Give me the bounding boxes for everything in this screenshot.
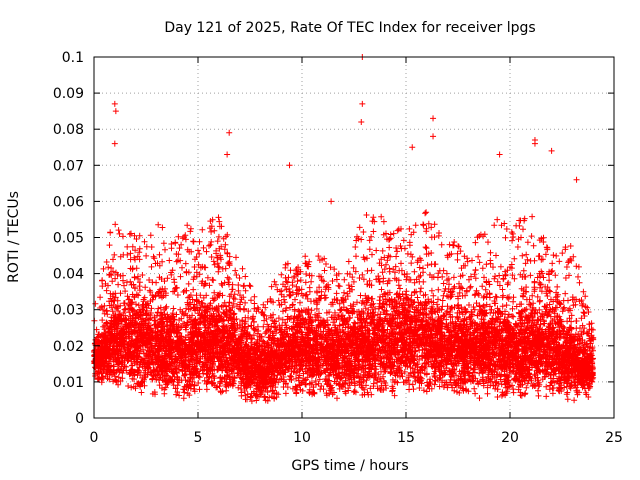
peak-point — [358, 118, 365, 125]
y-tick-label: 0.01 — [53, 375, 84, 391]
y-axis-label: ROTI / TECUs — [6, 191, 22, 283]
peak-point — [496, 151, 503, 158]
y-tick-label: 0 — [75, 411, 84, 427]
x-tick-label: 10 — [293, 430, 311, 446]
peak-point — [328, 198, 335, 205]
peak-point — [531, 140, 538, 147]
peak-point — [359, 100, 366, 107]
y-tick-label: 0.03 — [53, 303, 84, 319]
y-tick-label: 0.1 — [62, 50, 84, 66]
chart-title: Day 121 of 2025, Rate Of TEC Index for r… — [164, 20, 535, 36]
peak-point — [409, 144, 416, 151]
x-tick-label: 25 — [605, 430, 623, 446]
peak-point — [111, 140, 118, 147]
peak-point — [430, 133, 437, 140]
peak-point — [226, 129, 233, 136]
y-tick-label: 0.08 — [53, 122, 84, 138]
x-tick-label: 5 — [194, 430, 203, 446]
peak-point — [548, 147, 555, 154]
peak-point — [430, 115, 437, 122]
x-axis-label: GPS time / hours — [291, 458, 408, 474]
y-tick-label: 0.06 — [53, 194, 84, 210]
peak-point — [111, 100, 118, 107]
x-axis: 0 5 10 15 20 25 — [90, 57, 623, 446]
y-tick-label: 0.07 — [53, 158, 84, 174]
x-tick-label: 15 — [397, 430, 415, 446]
y-tick-label: 0.05 — [53, 231, 84, 247]
peak-point — [573, 176, 580, 183]
peak-point — [286, 162, 293, 169]
scatter-points — [91, 209, 597, 405]
y-tick-label: 0.09 — [53, 86, 84, 102]
x-tick-label: 20 — [501, 430, 519, 446]
y-tick-label: 0.02 — [53, 339, 84, 355]
y-axis: 0 0.01 0.02 0.03 0.04 0.05 0.06 0.07 0.08 0.09 0.1 — [53, 50, 614, 427]
y-tick-label: 0.04 — [53, 267, 84, 283]
peak-point — [224, 151, 231, 158]
peak-point — [112, 108, 119, 115]
x-tick-label: 0 — [90, 430, 99, 446]
data-points — [91, 54, 597, 405]
